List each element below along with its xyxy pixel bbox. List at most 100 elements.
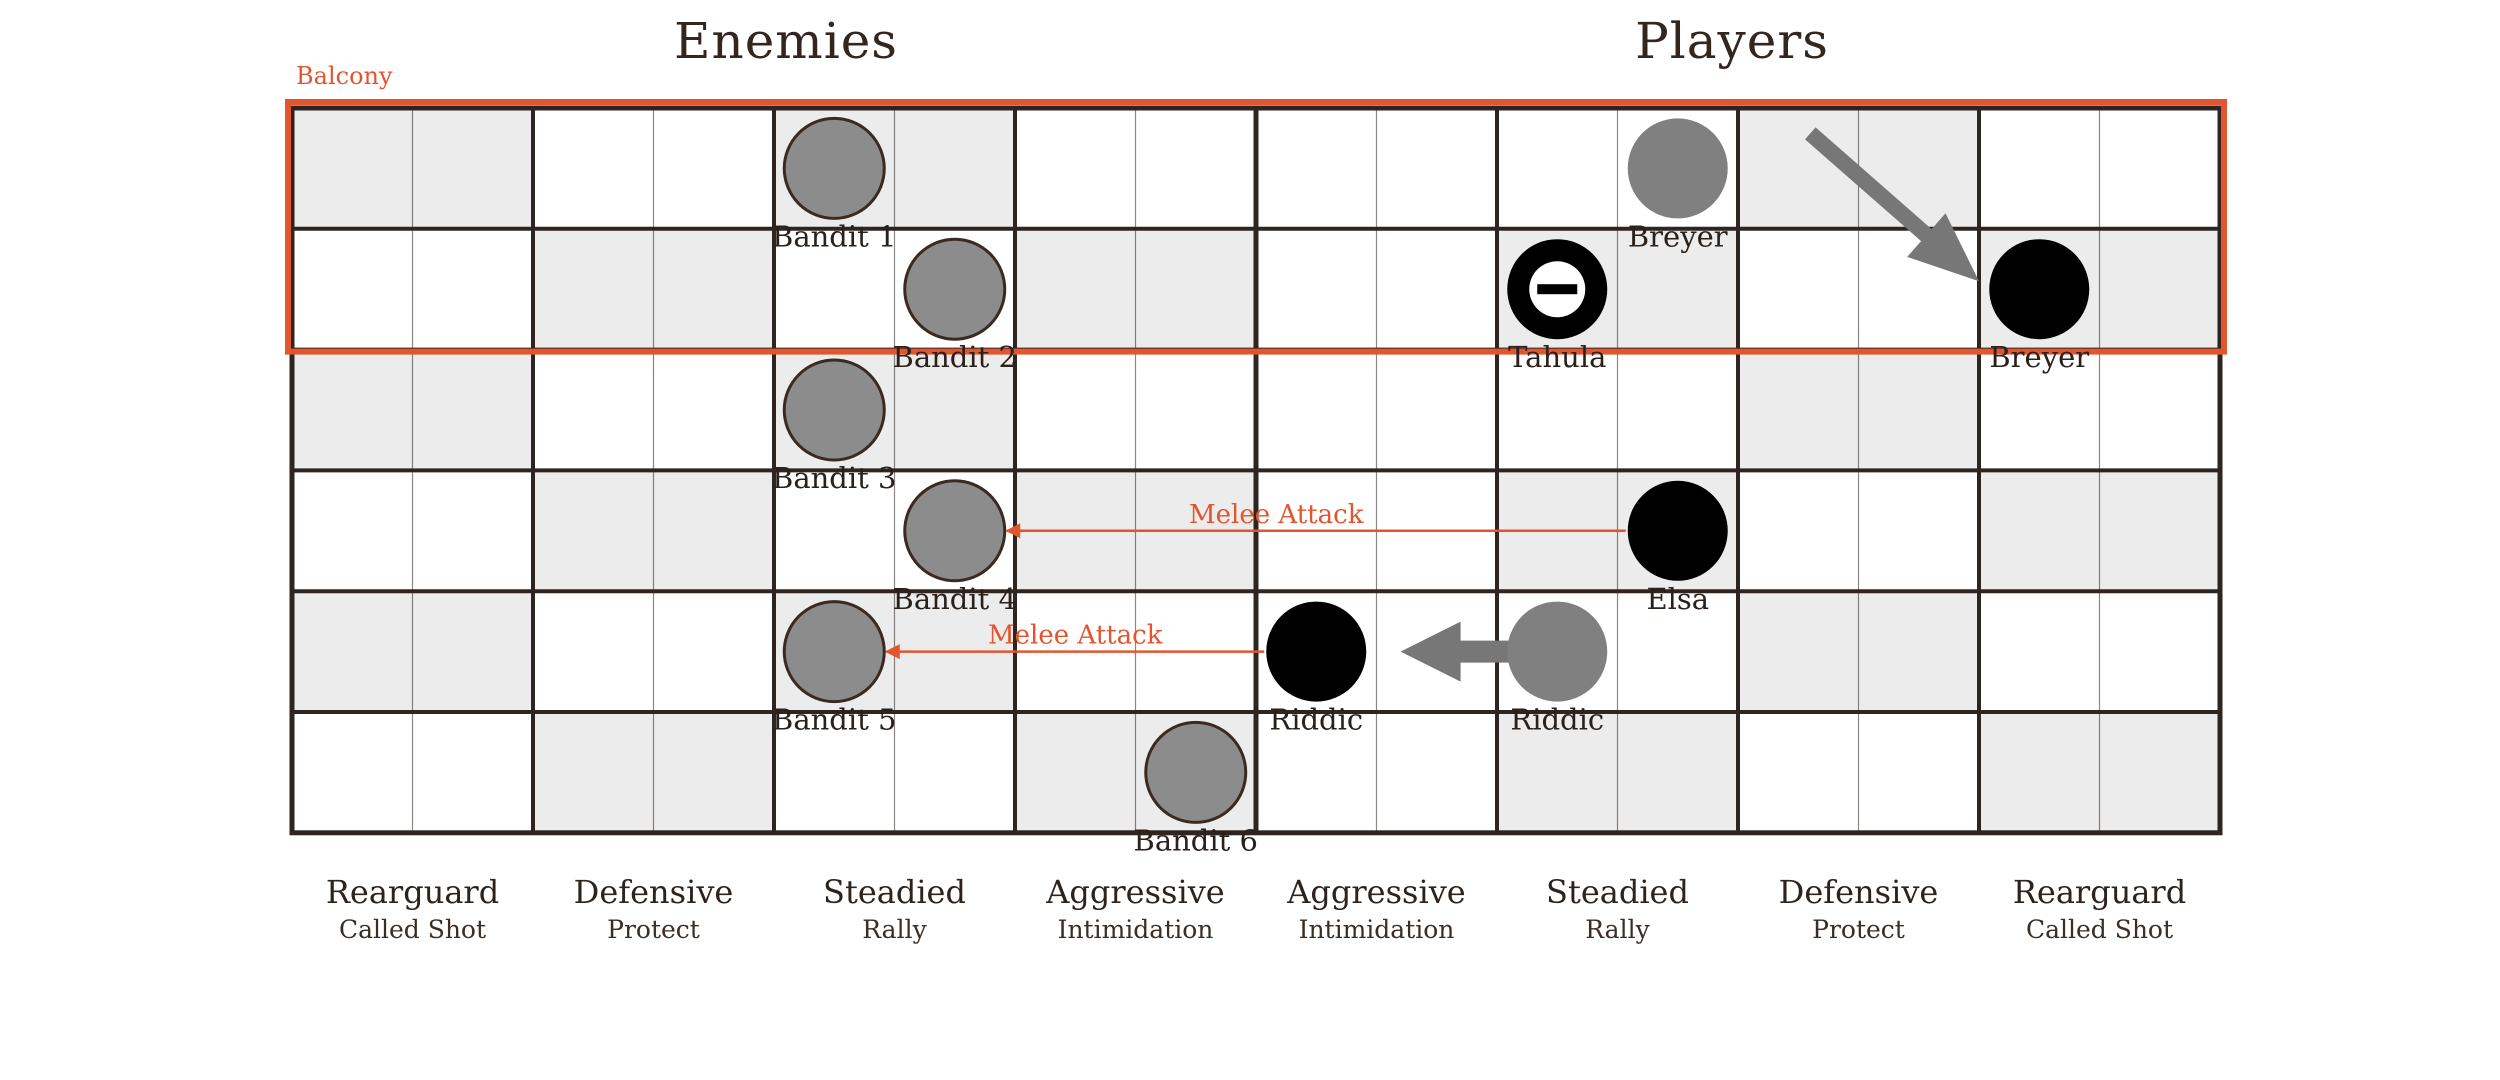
token-label: Tahula xyxy=(1508,340,1606,374)
token-label: Bandit 1 xyxy=(772,219,896,253)
column-action: Protect xyxy=(607,915,700,944)
token-breyer-start: Breyer xyxy=(1627,118,1728,253)
grid-cell-shaded xyxy=(412,349,533,471)
column-action: Intimidation xyxy=(1057,915,1214,944)
column-stance: Aggressive xyxy=(1046,873,1225,911)
column-label: Aggressive Intimidation xyxy=(1016,872,1256,948)
grid-border xyxy=(289,105,2223,836)
minus-icon xyxy=(1537,284,1578,295)
grid-cell-shaded xyxy=(292,591,413,712)
grid-cell-shaded xyxy=(894,108,1015,229)
ghost-token xyxy=(1627,118,1728,219)
enemy-token xyxy=(903,237,1007,341)
column-label: Rearguard Called Shot xyxy=(1980,872,2220,948)
grid-cell-shaded xyxy=(292,349,413,471)
token-label: Bandit 3 xyxy=(772,461,896,495)
column-action: Rally xyxy=(862,915,927,944)
token-riddic-start: Riddic xyxy=(1507,601,1608,737)
column-stance: Rearguard xyxy=(325,873,500,911)
grid-cell-shaded xyxy=(1617,228,1738,350)
enemy-token xyxy=(782,358,886,462)
column-label: Rearguard Called Shot xyxy=(293,872,533,948)
column-stance: Steadied xyxy=(1546,873,1689,911)
grid-cell-shaded xyxy=(1858,349,1979,471)
token-label: Bandit 6 xyxy=(1134,823,1258,857)
grid-cell-shaded xyxy=(653,470,774,592)
grid-cell-shaded xyxy=(1015,712,1136,833)
column-action: Protect xyxy=(1812,915,1905,944)
attack-label: Melee Attack xyxy=(988,621,1163,651)
token-label: Bandit 2 xyxy=(893,340,1017,374)
grid-cell-shaded xyxy=(412,108,533,229)
token-tahula: Tahula xyxy=(1507,239,1608,374)
token-bandit-2: Bandit 2 xyxy=(893,237,1017,374)
attack-label: Melee Attack xyxy=(1189,500,1364,530)
grid-cell-shaded xyxy=(533,712,654,833)
grid-shading xyxy=(292,108,2220,833)
grid-cell-shaded xyxy=(653,712,774,833)
grid-cell-shaded xyxy=(1135,228,1256,350)
grid-cell-shaded xyxy=(412,591,533,712)
grid-cell-shaded xyxy=(1979,712,2100,833)
player-token xyxy=(1266,601,1367,702)
column-action: Intimidation xyxy=(1298,915,1455,944)
ghost-token xyxy=(1507,601,1608,702)
player-token xyxy=(1989,239,2090,340)
grid-lines xyxy=(289,105,2223,836)
grid-cell-shaded xyxy=(1738,591,1859,712)
grid-cell-shaded xyxy=(1497,712,1618,833)
column-action: Rally xyxy=(1585,915,1650,944)
grid-cell-shaded xyxy=(2099,470,2220,592)
token-bandit-6: Bandit 6 xyxy=(1134,720,1258,857)
column-label: Defensive Protect xyxy=(1739,872,1979,948)
token-riddic: Riddic xyxy=(1266,601,1367,737)
token-label: Breyer xyxy=(1989,340,2089,374)
move-arrow xyxy=(1805,127,1979,282)
grid-cell-shaded xyxy=(533,470,654,592)
grid-cell-shaded xyxy=(1858,108,1979,229)
grid-cell-shaded xyxy=(1979,470,2100,592)
grid-cell-shaded xyxy=(894,349,1015,471)
grid-cell-shaded xyxy=(1738,349,1859,471)
column-label: Aggressive Intimidation xyxy=(1257,872,1497,948)
token-label: Riddic xyxy=(1510,703,1604,737)
token-breyer: Breyer xyxy=(1989,239,2089,374)
enemy-token xyxy=(782,600,886,704)
players-title: Players xyxy=(1635,12,1829,70)
token-bandit-1: Bandit 1 xyxy=(772,116,896,253)
grid-cell-shaded xyxy=(2099,712,2220,833)
grid-cell-shaded xyxy=(1617,712,1738,833)
token-bandit-5: Bandit 5 xyxy=(772,600,896,737)
token-label: Breyer xyxy=(1628,219,1728,253)
grid-cell-shaded xyxy=(533,228,654,350)
token-label: Bandit 5 xyxy=(772,703,896,737)
token-label: Riddic xyxy=(1269,703,1363,737)
token-bandit-4: Bandit 4 xyxy=(893,479,1017,616)
column-stance: Steadied xyxy=(823,873,966,911)
token-elsa: Elsa xyxy=(1627,480,1728,616)
grid-cell-shaded xyxy=(1015,228,1136,350)
enemy-token xyxy=(903,479,1007,583)
enemies-title: Enemies xyxy=(674,12,898,70)
enemy-token xyxy=(1144,720,1248,824)
column-action: Called Shot xyxy=(338,915,487,944)
balcony-label: Balcony xyxy=(296,62,393,90)
column-action: Called Shot xyxy=(2025,915,2174,944)
grid-cell-shaded xyxy=(2099,228,2220,350)
enemy-token xyxy=(782,116,886,220)
column-label: Steadied Rally xyxy=(1498,872,1738,948)
grid-cell-shaded xyxy=(292,108,413,229)
column-label: Defensive Protect xyxy=(534,872,774,948)
move-arrow xyxy=(1400,621,1522,682)
token-label: Bandit 4 xyxy=(893,582,1017,616)
column-stance: Defensive xyxy=(1778,873,1939,911)
player-token xyxy=(1627,480,1728,581)
balcony-zone xyxy=(285,99,2227,355)
token-label: Elsa xyxy=(1646,582,1709,616)
column-stance: Defensive xyxy=(573,873,734,911)
token-bandit-3: Bandit 3 xyxy=(772,358,896,495)
column-stance: Aggressive xyxy=(1287,873,1466,911)
grid-cell-shaded xyxy=(653,228,774,350)
